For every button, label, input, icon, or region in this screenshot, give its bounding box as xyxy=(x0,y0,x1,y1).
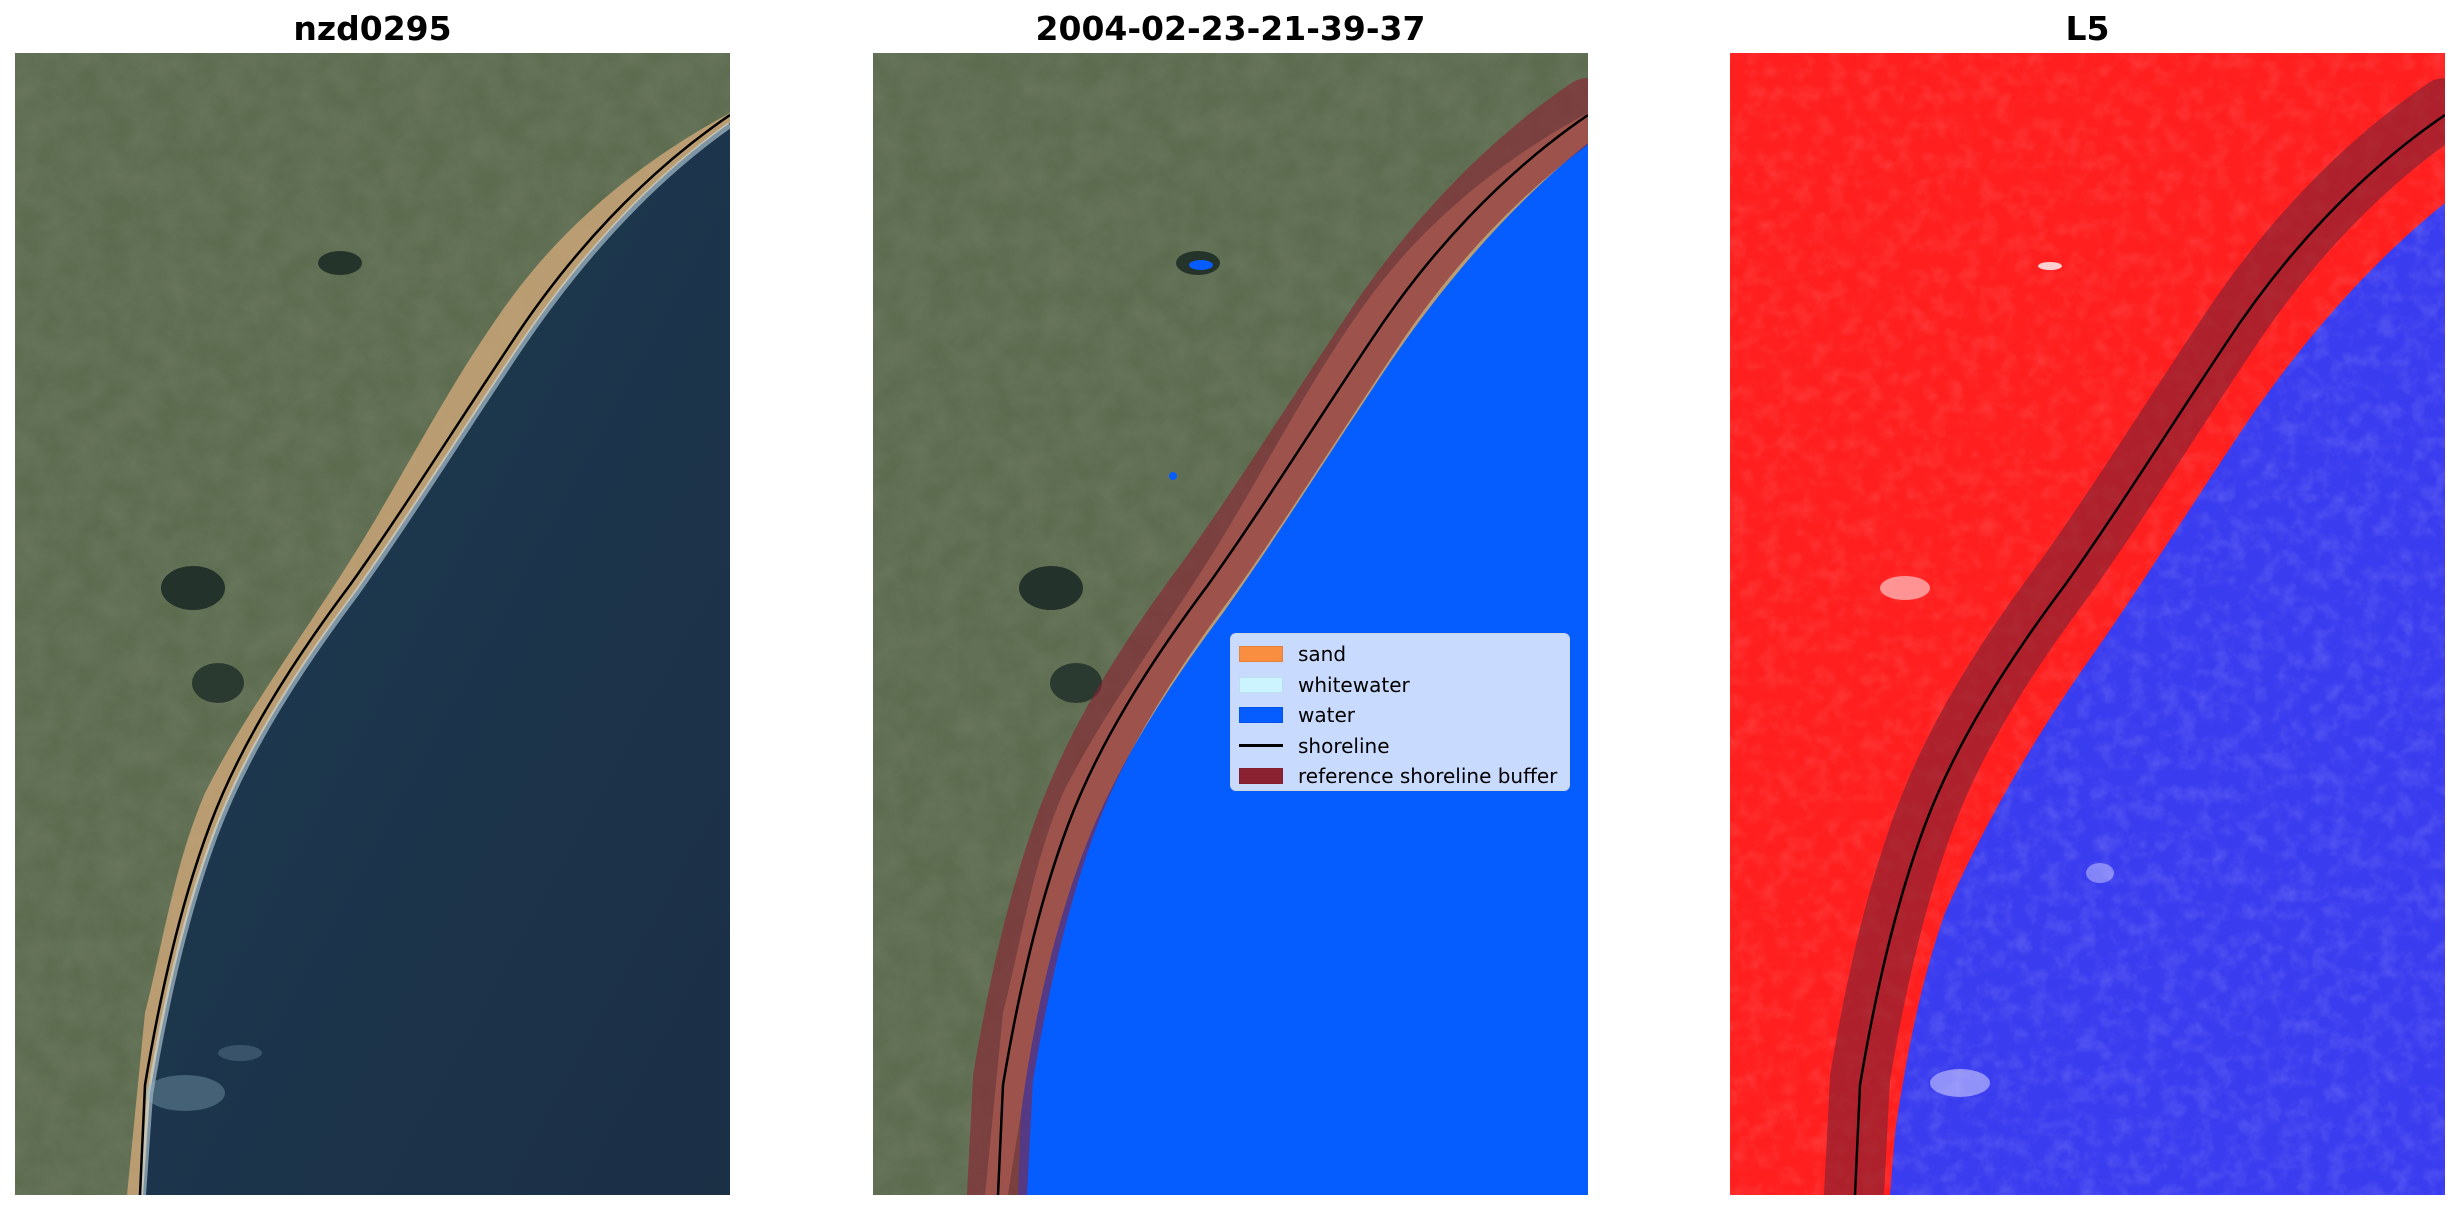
lake-highlight xyxy=(1880,576,1930,600)
whitewater xyxy=(140,122,730,1195)
lake xyxy=(1050,663,1102,703)
legend: sand whitewater water shoreline referenc… xyxy=(1230,633,1570,791)
whitewater-swatch xyxy=(1239,676,1283,693)
lake xyxy=(318,251,362,275)
rgb-image-panel xyxy=(15,53,730,1195)
classified-image-panel xyxy=(873,53,1588,1195)
legend-item-buffer: reference shoreline buffer xyxy=(1239,761,1559,792)
legend-item-whitewater: whitewater xyxy=(1239,670,1559,701)
reference-shoreline-buffer xyxy=(967,78,1588,1195)
shoreline xyxy=(1853,113,2445,1195)
shoreline xyxy=(138,113,730,1195)
legend-label: whitewater xyxy=(1298,672,1410,697)
buffer-swatch xyxy=(1239,768,1283,785)
classified-image xyxy=(873,53,1588,1195)
legend-label: sand xyxy=(1298,642,1347,667)
lake xyxy=(1019,566,1083,610)
panel-title-index: L5 xyxy=(2065,9,2110,48)
water-swatch xyxy=(1239,707,1283,724)
water-class-pixel xyxy=(1169,472,1177,480)
lake-highlight xyxy=(2038,262,2062,270)
lake xyxy=(161,566,225,610)
panel-title-rgb: nzd0295 xyxy=(293,9,452,48)
index-image xyxy=(1730,53,2445,1195)
legend-label: shoreline xyxy=(1298,733,1390,758)
panel-title-classified: 2004-02-23-21-39-37 xyxy=(1035,9,1426,48)
rgb-satellite-image xyxy=(15,53,730,1195)
legend-item-sand: sand xyxy=(1239,639,1559,670)
ocean xyxy=(143,123,730,1195)
legend-label: water xyxy=(1298,703,1355,728)
reference-shoreline-buffer xyxy=(1824,78,2445,1195)
legend-item-water: water xyxy=(1239,700,1559,731)
index-image-panel xyxy=(1730,53,2445,1195)
lake xyxy=(192,663,244,703)
shoreline xyxy=(996,113,1588,1195)
sand-swatch xyxy=(1239,646,1283,663)
shoreline-swatch xyxy=(1239,744,1283,748)
legend-item-shoreline: shoreline xyxy=(1239,731,1559,762)
legend-label: reference shoreline buffer xyxy=(1298,764,1558,789)
water-class-pixel xyxy=(1189,260,1213,270)
